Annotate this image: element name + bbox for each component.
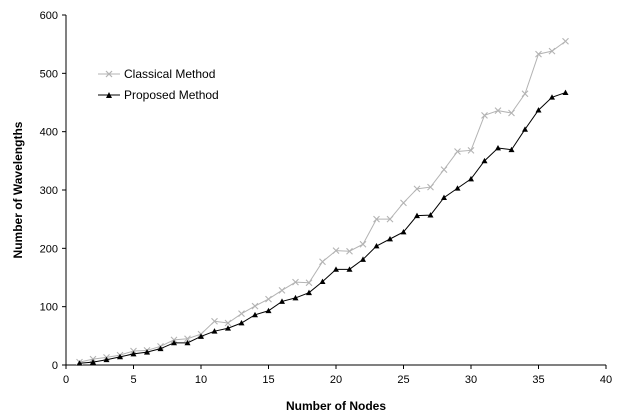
legend-label-proposed: Proposed Method [124,88,219,102]
data-point-proposed-method [225,325,231,331]
data-point-proposed-method [265,307,272,314]
data-point-classical-method [224,319,232,327]
data-point-proposed-method [441,194,447,200]
data-point-proposed-method [360,256,366,262]
data-point-classical-method [305,279,313,287]
x-tick-label: 0 [63,374,69,386]
data-point-proposed-method [333,266,339,272]
data-point-classical-method [346,247,353,255]
data-point-proposed-method [90,359,96,365]
x-tick-label: 15 [262,374,274,386]
data-point-proposed-method [481,157,488,164]
data-point-proposed-method [279,298,285,304]
data-point-classical-method [413,185,421,193]
data-point-classical-method [332,247,340,255]
data-point-proposed-method [211,328,218,334]
data-point-proposed-method [103,356,110,363]
series-proposed-method [76,89,569,366]
data-point-proposed-method [157,345,164,352]
data-point-proposed-method [252,311,258,318]
legend-item-classical: Classical Method [98,67,215,81]
data-point-classical-method [454,148,461,155]
data-point-proposed-method [549,94,555,100]
data-point-classical-method [562,37,569,45]
data-point-proposed-method [468,175,474,182]
legend-marker-proposed-icon [106,92,112,98]
data-point-proposed-method [454,185,461,191]
y-axis-title: Number of Wavelengths [11,121,25,258]
x-tick-label: 20 [330,374,342,386]
data-point-classical-method [481,111,488,119]
y-tick-label: 300 [40,185,58,197]
y-tick-label: 400 [40,127,58,139]
data-point-classical-method [535,50,542,58]
y-tick-label: 500 [40,68,58,80]
data-point-classical-method [467,146,475,154]
x-axis-title: Number of Nodes [286,399,386,413]
legend-marker-classical-icon [105,70,113,78]
data-point-proposed-method [171,339,177,346]
data-point-proposed-method [562,89,569,95]
y-tick-label: 100 [40,302,58,314]
data-point-proposed-method [346,266,353,272]
legend: Classical Method Proposed Method [98,67,219,102]
data-point-proposed-method [117,353,123,360]
data-point-classical-method [238,310,245,318]
series-line-proposed-method [79,92,566,364]
data-point-proposed-method [522,126,528,132]
x-tick-label: 5 [130,374,136,386]
x-tick-label: 10 [195,374,207,386]
data-point-classical-method [251,302,259,310]
data-point-proposed-method [387,236,393,242]
series [76,37,569,366]
data-point-classical-method [278,286,286,294]
x-tick-label: 25 [397,374,409,386]
data-point-proposed-method [76,360,83,366]
legend-item-proposed: Proposed Method [98,88,219,102]
data-point-classical-method [373,215,380,223]
data-point-proposed-method [144,349,150,355]
x-tick-label: 40 [600,374,612,386]
x-tick-label: 30 [465,374,477,386]
data-point-classical-method [386,215,394,223]
data-point-classical-method [400,199,407,207]
data-point-proposed-method [319,278,326,284]
data-point-proposed-method [130,350,137,357]
legend-label-classical: Classical Method [124,67,215,81]
data-point-proposed-method [198,333,204,339]
data-point-proposed-method [306,289,312,296]
y-tick-label: 600 [40,10,58,22]
data-point-proposed-method [427,212,434,218]
data-point-proposed-method [414,212,420,219]
data-point-classical-method [211,317,218,325]
data-point-proposed-method [238,320,245,326]
data-point-classical-method [184,335,191,343]
data-point-proposed-method [535,107,542,113]
data-point-proposed-method [292,294,299,301]
data-point-classical-method [440,166,448,173]
data-point-classical-method [265,295,272,303]
data-point-classical-method [521,90,529,98]
data-point-proposed-method [373,243,380,249]
data-point-classical-method [319,258,326,266]
data-point-classical-method [494,107,502,115]
y-tick-label: 0 [52,360,58,372]
data-point-proposed-method [508,146,515,153]
data-point-classical-method [427,183,434,191]
data-point-proposed-method [495,145,501,151]
data-point-classical-method [548,47,556,55]
data-point-classical-method [359,240,367,248]
data-point-classical-method [292,278,299,286]
data-point-proposed-method [184,339,191,346]
data-point-proposed-method [400,229,407,235]
x-tick-label: 35 [532,374,544,386]
data-point-classical-method [508,109,515,117]
y-tick-label: 200 [40,243,58,255]
